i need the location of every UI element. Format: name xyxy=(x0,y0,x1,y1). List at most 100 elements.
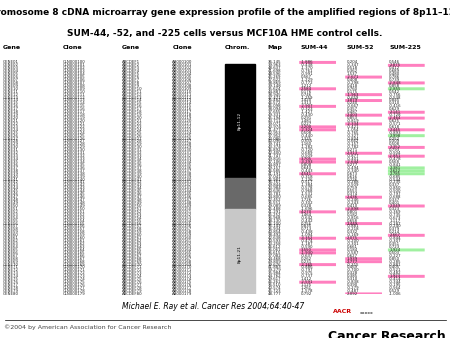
Text: 48.637: 48.637 xyxy=(268,66,281,70)
Text: -0.307: -0.307 xyxy=(389,239,402,243)
Text: CLN000104: CLN000104 xyxy=(63,72,86,76)
Text: -0.157: -0.157 xyxy=(346,142,359,146)
Text: AA000155: AA000155 xyxy=(172,221,193,225)
Text: AA000130: AA000130 xyxy=(172,148,193,152)
Text: 46.098: 46.098 xyxy=(268,104,281,108)
Text: ABCDEF38: ABCDEF38 xyxy=(122,169,142,173)
Text: 2.200: 2.200 xyxy=(301,125,312,129)
Text: 0.760: 0.760 xyxy=(346,87,358,91)
Text: GENE77: GENE77 xyxy=(2,283,18,287)
FancyBboxPatch shape xyxy=(388,64,425,67)
Text: ABCDEF25: ABCDEF25 xyxy=(122,131,142,135)
Text: 39.676: 39.676 xyxy=(268,263,281,267)
Text: CLN000160: CLN000160 xyxy=(63,236,86,240)
Text: 3.550: 3.550 xyxy=(301,248,311,252)
Text: 43.974: 43.974 xyxy=(268,125,281,129)
Text: 0.226: 0.226 xyxy=(346,177,358,182)
Text: -0.991: -0.991 xyxy=(301,72,313,76)
Text: GENE74: GENE74 xyxy=(2,274,18,278)
Text: AA000121: AA000121 xyxy=(172,122,193,126)
Text: ABCDEF52: ABCDEF52 xyxy=(122,210,142,214)
Text: CLN000107: CLN000107 xyxy=(63,81,86,85)
Text: ABCDEF34: ABCDEF34 xyxy=(122,157,142,161)
Text: GENE20: GENE20 xyxy=(2,116,18,120)
Text: ABCDEF80: ABCDEF80 xyxy=(122,292,142,296)
Text: AA000145: AA000145 xyxy=(172,192,193,196)
Text: 0.351: 0.351 xyxy=(389,242,400,246)
Text: -0.685: -0.685 xyxy=(389,175,401,178)
Text: AA000162: AA000162 xyxy=(172,242,193,246)
Text: -0.720: -0.720 xyxy=(301,148,313,152)
Text: -0.279: -0.279 xyxy=(346,286,359,290)
Text: CLN000101: CLN000101 xyxy=(63,63,86,67)
Text: CLN000162: CLN000162 xyxy=(63,242,86,246)
Text: AA000165: AA000165 xyxy=(172,251,193,255)
Text: 0.625: 0.625 xyxy=(389,119,400,123)
Text: ABCDEF15: ABCDEF15 xyxy=(122,101,142,105)
Text: AA000119: AA000119 xyxy=(172,116,193,120)
Text: 37.082: 37.082 xyxy=(268,254,281,258)
Text: CLN000122: CLN000122 xyxy=(63,125,86,129)
Text: 44.887: 44.887 xyxy=(268,90,281,94)
Text: CLN000111: CLN000111 xyxy=(63,93,86,97)
Text: AA000107: AA000107 xyxy=(172,81,193,85)
Text: ABCDEF73: ABCDEF73 xyxy=(122,271,142,275)
Text: AA000124: AA000124 xyxy=(172,131,193,135)
Text: 1.924: 1.924 xyxy=(389,248,400,252)
Text: 48.596: 48.596 xyxy=(268,72,281,76)
Text: GENE60: GENE60 xyxy=(2,233,18,237)
Text: -0.327: -0.327 xyxy=(346,134,359,138)
Text: AA000110: AA000110 xyxy=(172,90,193,94)
Text: -0.438: -0.438 xyxy=(301,63,313,67)
Text: GENE79: GENE79 xyxy=(2,289,18,293)
Text: ABCDEF6: ABCDEF6 xyxy=(122,75,140,79)
Text: 0.792: 0.792 xyxy=(301,292,312,296)
Text: ABCDEF10: ABCDEF10 xyxy=(122,87,142,91)
Text: CLN000169: CLN000169 xyxy=(63,263,86,267)
Text: CLN000163: CLN000163 xyxy=(63,245,86,249)
Text: -0.442: -0.442 xyxy=(301,219,313,223)
Text: -1.054: -1.054 xyxy=(346,128,359,132)
Text: 0.542: 0.542 xyxy=(389,90,400,94)
Text: GENE10: GENE10 xyxy=(2,87,18,91)
Text: AA000150: AA000150 xyxy=(172,207,193,211)
Text: -0.474: -0.474 xyxy=(301,239,313,243)
Text: -0.401: -0.401 xyxy=(346,157,359,161)
Text: -0.587: -0.587 xyxy=(346,251,359,255)
Text: 0.240: 0.240 xyxy=(346,101,358,105)
Text: 0.618: 0.618 xyxy=(389,125,400,129)
Text: GENE25: GENE25 xyxy=(2,131,18,135)
Text: AA000109: AA000109 xyxy=(172,87,193,91)
Text: -0.564: -0.564 xyxy=(389,286,401,290)
Text: GENE17: GENE17 xyxy=(2,107,18,111)
Text: -1.259: -1.259 xyxy=(301,96,313,99)
Text: -0.578: -0.578 xyxy=(301,186,313,190)
Text: ABCDEF69: ABCDEF69 xyxy=(122,260,142,264)
Text: -0.893: -0.893 xyxy=(389,131,402,135)
FancyBboxPatch shape xyxy=(345,257,382,260)
Text: GENE29: GENE29 xyxy=(2,142,18,146)
Text: SUM-225: SUM-225 xyxy=(389,45,421,50)
Text: ABCDEF53: ABCDEF53 xyxy=(122,213,142,217)
FancyBboxPatch shape xyxy=(388,117,425,120)
Text: GENE65: GENE65 xyxy=(2,248,18,252)
Text: 44.897: 44.897 xyxy=(268,163,281,167)
Text: AA000115: AA000115 xyxy=(172,104,193,108)
Text: AA000113: AA000113 xyxy=(172,98,193,102)
FancyBboxPatch shape xyxy=(299,128,336,131)
Text: -0.881: -0.881 xyxy=(346,224,359,228)
Text: CLN000141: CLN000141 xyxy=(63,180,86,185)
Text: 43.781: 43.781 xyxy=(268,192,281,196)
Text: 1.412: 1.412 xyxy=(301,277,312,281)
FancyBboxPatch shape xyxy=(345,260,382,263)
FancyBboxPatch shape xyxy=(345,292,382,295)
Text: 0.629: 0.629 xyxy=(389,107,400,111)
Text: 36.510: 36.510 xyxy=(268,283,281,287)
Text: GENE08: GENE08 xyxy=(2,81,18,85)
Text: ©2004 by American Association for Cancer Research: ©2004 by American Association for Cancer… xyxy=(4,325,172,331)
Text: -0.756: -0.756 xyxy=(389,93,401,97)
Text: AA000101: AA000101 xyxy=(172,63,193,67)
Text: -0.975: -0.975 xyxy=(301,271,313,275)
Text: AA000166: AA000166 xyxy=(172,254,193,258)
Text: -0.443: -0.443 xyxy=(301,169,313,173)
